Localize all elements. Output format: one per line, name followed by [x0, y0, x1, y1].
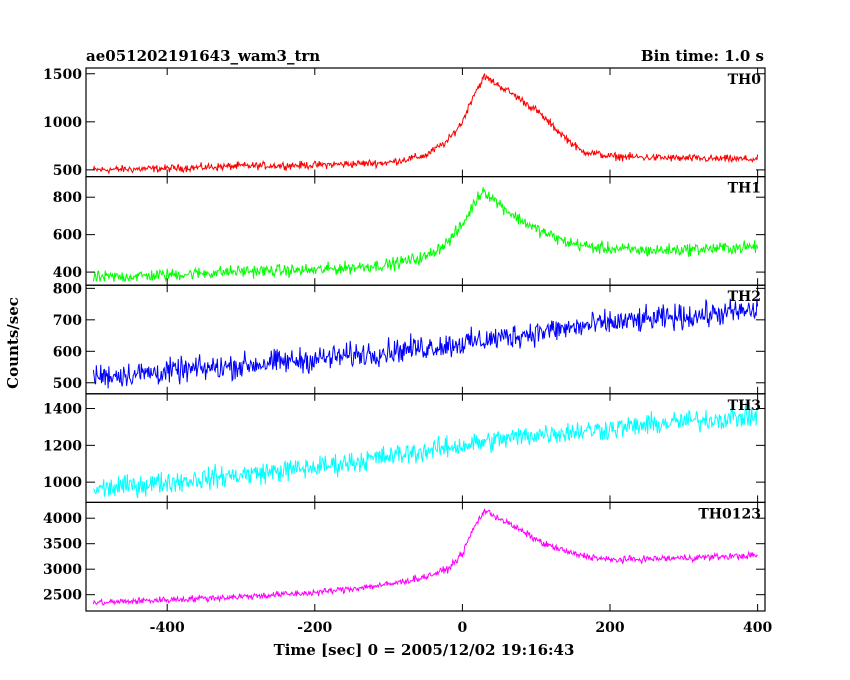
series-line-th3: [93, 402, 758, 499]
chart-title: ae051202191643_wam3_trn: [86, 47, 320, 65]
panel-th2: 500 600 700 800 TH2: [53, 281, 766, 395]
y-tick-label: 3500: [43, 537, 82, 553]
y-tick-label: 800: [53, 190, 82, 206]
panel-name-label: TH1: [728, 181, 761, 197]
y-tick-label: 1000: [43, 115, 82, 131]
y-axis-label: Counts/sec: [4, 297, 22, 389]
series-line-th1: [92, 187, 759, 283]
series-line-th0: [92, 73, 759, 175]
series-line-th2: [92, 298, 759, 389]
y-tick-label: 2500: [43, 588, 82, 604]
y-tick-label: 800: [53, 281, 82, 297]
panel-th0: 500 1000 1500 TH0: [43, 67, 766, 179]
y-tick-label: 3000: [43, 562, 82, 578]
y-tick-label: 500: [53, 376, 82, 392]
panel-th3: 1000 1200 1400 TH3: [43, 393, 766, 503]
y-tick-label: 600: [53, 344, 82, 360]
x-axis-label: Time [sec] 0 = 2005/12/02 19:16:43: [274, 641, 575, 659]
y-tick-label: 500: [53, 163, 82, 179]
y-tick-label: 1200: [43, 438, 82, 454]
y-tick-label: 1400: [43, 402, 82, 418]
x-tick-label: 400: [743, 620, 772, 636]
panel-th1: 400 600 800 TH1: [53, 176, 766, 286]
x-tick-label: -400: [150, 620, 185, 636]
y-tick-label: 1000: [43, 475, 82, 491]
series-line-th0123: [92, 507, 758, 606]
x-tick-label: 200: [595, 620, 624, 636]
panel-frame: [85, 501, 766, 612]
x-tick-label: -200: [297, 620, 332, 636]
panel-frame: [85, 176, 766, 286]
panel-frame: [85, 393, 766, 503]
panel-name-label: TH0123: [698, 506, 761, 522]
y-tick-label: 400: [53, 265, 82, 281]
y-tick-label: 1500: [43, 67, 82, 83]
panel-th0123: 2500 3000 3500 4000 TH0123: [43, 501, 766, 612]
panel-frame: [85, 67, 766, 178]
panel-name-label: TH2: [728, 289, 761, 305]
y-tick-label: 700: [53, 313, 82, 329]
y-tick-label: 600: [53, 228, 82, 244]
panels-group: 500 1000 1500 TH0 400 600 800 TH1 500 600 700 800 TH…: [43, 67, 772, 636]
panel-name-label: TH0: [728, 72, 762, 88]
panel-name-label: TH3: [728, 398, 761, 414]
y-tick-label: 4000: [43, 511, 82, 527]
bin-time-label: Bin time: 1.0 s: [641, 47, 764, 65]
x-tick-label: 0: [458, 620, 468, 636]
